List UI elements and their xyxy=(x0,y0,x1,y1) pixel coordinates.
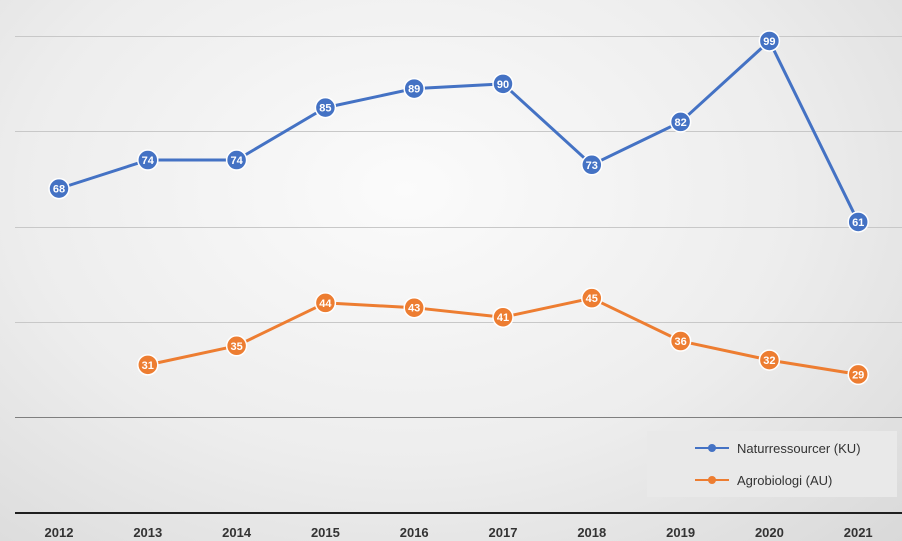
x-tick-label: 2015 xyxy=(311,525,340,540)
legend: Naturressourcer (KU) Agrobiologi (AU) xyxy=(647,431,897,497)
data-label: 74 xyxy=(142,155,155,167)
x-tick-label: 2017 xyxy=(489,525,518,540)
data-label: 43 xyxy=(408,303,420,315)
data-label: 73 xyxy=(586,160,598,172)
legend-swatch-series-1 xyxy=(695,438,729,458)
data-label: 85 xyxy=(319,103,331,115)
legend-item-series-1: Naturressourcer (KU) xyxy=(647,438,861,458)
x-axis: 2012 2013 2014 2015 2016 2017 2018 2019 2020 2021 xyxy=(15,513,902,540)
data-label: 31 xyxy=(142,360,154,372)
series-layer: 68 74 74 85 89 90 73 82 99 61 31 35 44 43 41 45 36 32 29 xyxy=(49,31,868,384)
x-tick-label: 2012 xyxy=(45,525,74,540)
data-label: 29 xyxy=(852,369,864,381)
data-label: 35 xyxy=(230,341,242,353)
data-label: 45 xyxy=(586,293,598,305)
legend-label-series-1: Naturressourcer (KU) xyxy=(737,441,861,456)
x-tick-label: 2016 xyxy=(400,525,429,540)
data-label: 32 xyxy=(763,355,775,367)
line-chart: 2012 2013 2014 2015 2016 2017 2018 2019 2020 2021… xyxy=(0,0,902,541)
legend-label-series-2: Agrobiologi (AU) xyxy=(737,473,832,488)
data-label: 36 xyxy=(674,336,686,348)
x-tick-label: 2014 xyxy=(222,525,252,540)
data-label: 89 xyxy=(408,84,420,96)
data-label: 44 xyxy=(319,298,332,310)
x-tick-label: 2013 xyxy=(133,525,162,540)
series-2: 31 35 44 43 41 45 36 32 29 xyxy=(138,288,868,384)
legend-item-series-2: Agrobiologi (AU) xyxy=(647,470,832,490)
data-label: 99 xyxy=(763,36,775,48)
x-tick-label: 2021 xyxy=(844,525,873,540)
x-tick-label: 2018 xyxy=(577,525,606,540)
legend-swatch-series-2 xyxy=(695,470,729,490)
data-label: 41 xyxy=(497,312,509,324)
data-label: 61 xyxy=(852,217,864,229)
data-label: 90 xyxy=(497,79,509,91)
x-tick-label: 2020 xyxy=(755,525,784,540)
data-label: 82 xyxy=(674,117,686,129)
data-label: 68 xyxy=(53,184,65,196)
data-label: 74 xyxy=(230,155,243,167)
x-tick-label: 2019 xyxy=(666,525,695,540)
